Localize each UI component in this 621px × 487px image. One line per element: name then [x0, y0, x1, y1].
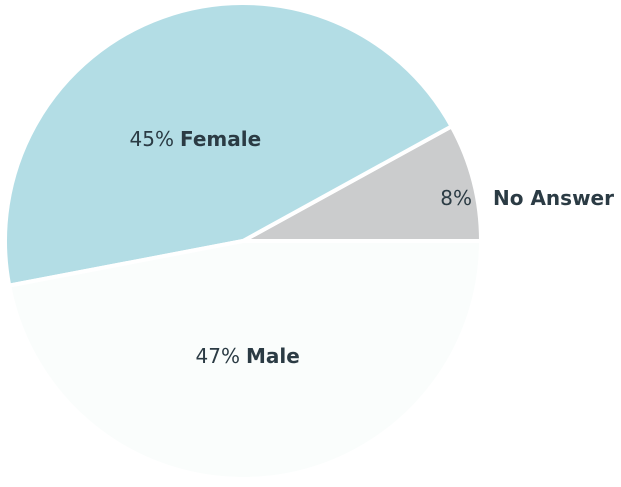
slice-category-label-male: Male	[246, 344, 300, 368]
slice-category-label-no-answer: No Answer	[493, 186, 614, 210]
pie-slice-male	[7, 239, 483, 481]
slice-value-label-female: 45%	[130, 127, 174, 151]
slice-value-label-male: 47%	[196, 344, 240, 368]
slice-category-label-female: Female	[180, 127, 261, 151]
pie-slices	[3, 1, 483, 481]
pie-slice-no-answer	[241, 124, 483, 243]
pie-slice-female	[3, 1, 454, 288]
slice-value-label-no-answer: 8%	[440, 186, 472, 210]
